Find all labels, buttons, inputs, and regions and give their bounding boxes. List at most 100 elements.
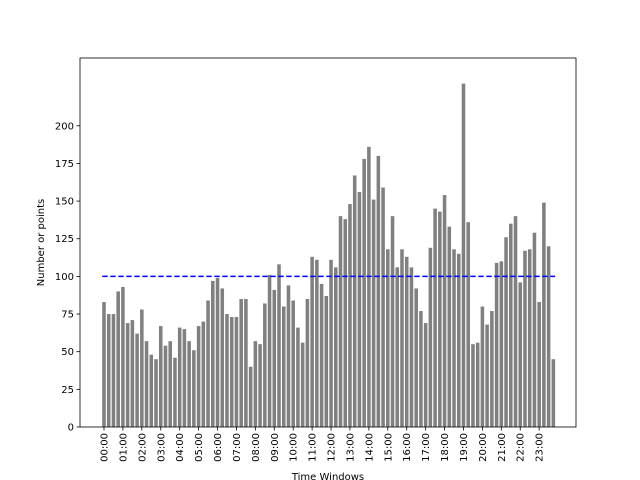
bar bbox=[334, 267, 338, 427]
x-axis: 00:00 01:00 02:00 03:00 04:00 05:00 06:00 07:00… bbox=[100, 427, 546, 462]
x-tick-label: 09:00 bbox=[270, 433, 281, 462]
bar bbox=[381, 187, 385, 427]
x-tick-label: 17:00 bbox=[421, 433, 432, 462]
x-tick-label: 06:00 bbox=[213, 433, 224, 462]
bar bbox=[509, 223, 513, 427]
x-tick-label: 10:00 bbox=[289, 433, 300, 462]
bar bbox=[423, 323, 428, 427]
bar bbox=[414, 288, 418, 427]
bar bbox=[551, 359, 556, 427]
bar bbox=[130, 320, 135, 427]
bars-group bbox=[102, 83, 556, 428]
bar bbox=[144, 341, 149, 427]
x-tick-label: 15:00 bbox=[383, 433, 394, 462]
bar bbox=[442, 195, 447, 427]
bar bbox=[400, 249, 404, 427]
bar bbox=[527, 249, 532, 427]
bar bbox=[348, 204, 352, 427]
bar bbox=[168, 341, 172, 427]
bar bbox=[173, 357, 177, 427]
bar bbox=[102, 301, 106, 427]
bar bbox=[494, 262, 499, 427]
bar bbox=[447, 226, 452, 427]
y-tick-label: 125 bbox=[55, 234, 74, 245]
bar bbox=[163, 345, 168, 427]
plot-frame bbox=[79, 57, 577, 428]
bar bbox=[490, 311, 494, 427]
bar bbox=[386, 249, 390, 427]
bar bbox=[329, 259, 333, 427]
bar bbox=[177, 327, 182, 427]
y-tick-label: 0 bbox=[68, 423, 74, 434]
bar bbox=[542, 202, 546, 427]
bar bbox=[182, 329, 187, 427]
bar bbox=[220, 288, 225, 427]
bar bbox=[125, 323, 130, 427]
x-tick-label: 02:00 bbox=[137, 433, 148, 462]
bar bbox=[523, 250, 527, 427]
x-tick-label: 22:00 bbox=[516, 433, 527, 462]
y-tick-label: 75 bbox=[61, 310, 74, 321]
bar bbox=[452, 249, 456, 427]
bar bbox=[324, 295, 329, 427]
bar bbox=[357, 192, 362, 427]
bar bbox=[158, 326, 163, 427]
y-tick-label: 100 bbox=[55, 272, 74, 283]
bar bbox=[376, 155, 381, 427]
bar bbox=[248, 366, 253, 427]
x-tick-label: 18:00 bbox=[440, 433, 451, 462]
bar bbox=[154, 359, 158, 427]
bar bbox=[438, 211, 442, 427]
y-axis-title: Number or points bbox=[36, 199, 47, 286]
bar bbox=[409, 267, 414, 427]
bar bbox=[433, 208, 437, 427]
bar bbox=[196, 326, 201, 427]
bar bbox=[272, 289, 277, 427]
y-tick-label: 150 bbox=[55, 197, 74, 208]
x-tick-label: 13:00 bbox=[345, 433, 356, 462]
y-tick-label: 25 bbox=[61, 385, 74, 396]
bar bbox=[475, 342, 480, 427]
bar bbox=[187, 341, 191, 427]
bar bbox=[461, 83, 466, 427]
bar bbox=[277, 264, 281, 427]
x-tick-label: 07:00 bbox=[232, 433, 243, 462]
x-tick-label: 03:00 bbox=[156, 433, 167, 462]
x-tick-label: 01:00 bbox=[118, 433, 129, 462]
bar bbox=[192, 350, 196, 427]
bar bbox=[532, 232, 537, 427]
bar bbox=[258, 344, 262, 427]
bar bbox=[225, 314, 229, 427]
bar bbox=[471, 344, 475, 427]
bar bbox=[111, 314, 116, 427]
x-tick-label: 20:00 bbox=[478, 433, 489, 462]
bar bbox=[480, 306, 485, 427]
bar bbox=[215, 277, 220, 427]
x-tick-label: 04:00 bbox=[175, 433, 186, 462]
bar bbox=[286, 285, 291, 427]
bar bbox=[390, 216, 395, 427]
bar bbox=[315, 259, 319, 427]
y-tick-label: 200 bbox=[55, 121, 74, 132]
bar bbox=[135, 333, 139, 427]
bar bbox=[362, 158, 366, 427]
bar bbox=[456, 253, 461, 427]
x-tick-label: 00:00 bbox=[100, 433, 111, 462]
bar bbox=[149, 354, 154, 427]
bar bbox=[244, 298, 248, 427]
x-axis-title: Time Windows bbox=[291, 472, 364, 480]
bar bbox=[513, 216, 518, 427]
bar bbox=[419, 311, 423, 427]
bar bbox=[319, 283, 324, 427]
bar bbox=[537, 301, 541, 427]
bar bbox=[518, 282, 523, 427]
bar bbox=[239, 298, 243, 427]
bar bbox=[281, 306, 286, 427]
y-tick-label: 175 bbox=[55, 159, 74, 170]
x-tick-label: 21:00 bbox=[497, 433, 508, 462]
bar bbox=[296, 327, 300, 427]
bar bbox=[267, 274, 272, 427]
bar bbox=[499, 261, 504, 427]
bar bbox=[253, 341, 258, 427]
